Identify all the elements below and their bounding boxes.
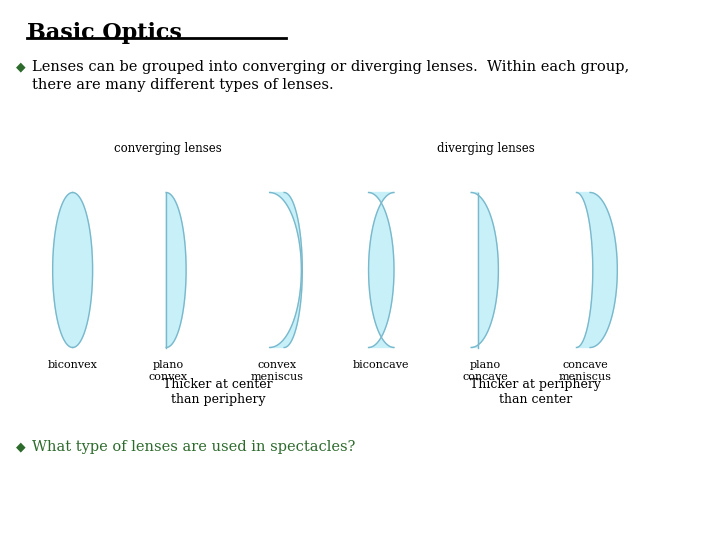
- Polygon shape: [166, 192, 186, 348]
- Polygon shape: [471, 192, 498, 348]
- Text: What type of lenses are used in spectacles?: What type of lenses are used in spectacl…: [32, 440, 355, 454]
- Text: plano
concave: plano concave: [463, 360, 508, 382]
- Text: Lenses can be grouped into converging or diverging lenses.  Within each group,: Lenses can be grouped into converging or…: [32, 60, 629, 74]
- Text: Basic Optics: Basic Optics: [27, 22, 182, 44]
- Text: ◆: ◆: [17, 440, 26, 453]
- Polygon shape: [577, 192, 617, 348]
- Text: biconvex: biconvex: [48, 360, 98, 370]
- Polygon shape: [369, 192, 394, 348]
- Text: convex
meniscus: convex meniscus: [251, 360, 303, 382]
- Text: Thicker at periphery
than center: Thicker at periphery than center: [470, 378, 601, 406]
- Text: there are many different types of lenses.: there are many different types of lenses…: [32, 78, 333, 92]
- Text: concave
meniscus: concave meniscus: [559, 360, 612, 382]
- Polygon shape: [269, 192, 302, 348]
- Text: biconcave: biconcave: [353, 360, 410, 370]
- Text: Thicker at center
than periphery: Thicker at center than periphery: [163, 378, 273, 406]
- Text: plano
convex: plano convex: [148, 360, 187, 382]
- Text: diverging lenses: diverging lenses: [437, 142, 534, 155]
- Text: ◆: ◆: [17, 60, 26, 73]
- Text: converging lenses: converging lenses: [114, 142, 222, 155]
- Polygon shape: [53, 192, 93, 348]
